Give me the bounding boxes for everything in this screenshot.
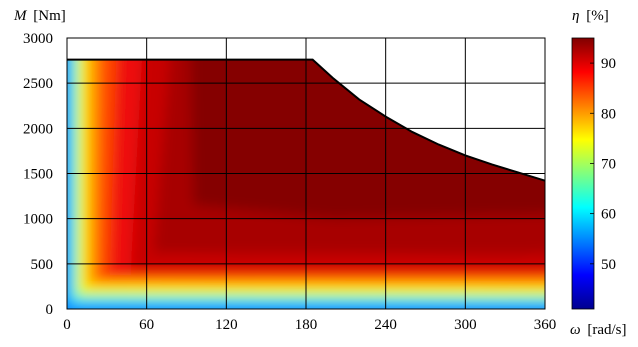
x-tick-label-4: 240 <box>374 317 397 333</box>
colorbar-tick-labels: 50 60 70 80 90 <box>590 56 616 273</box>
y-tick-label-4: 2000 <box>23 121 53 137</box>
colorbar-tick-label-4: 90 <box>601 56 616 72</box>
x-tick-label-1: 60 <box>139 317 154 333</box>
colorbar-tick-label-3: 80 <box>601 106 616 122</box>
colorbar-tick-label-1: 60 <box>601 207 616 223</box>
y-tick-label-2: 1000 <box>23 212 53 228</box>
colorbar-tick-label-2: 70 <box>601 156 616 172</box>
y-tick-labels: 0 500 1000 1500 2000 2500 3000 <box>23 31 53 318</box>
x-tick-label-6: 360 <box>534 317 557 333</box>
x-tick-label-5: 300 <box>454 317 477 333</box>
y-tick-label-6: 3000 <box>23 31 53 47</box>
x-tick-labels: 0 60 120 180 240 300 360 <box>63 317 556 333</box>
y-axis-label: M [Nm] <box>13 8 66 24</box>
max-torque-envelope <box>67 58 546 182</box>
x-tick-label-2: 120 <box>215 317 238 333</box>
x-axis-label: ω [rad/s] <box>570 322 627 338</box>
y-tick-label-0: 0 <box>46 302 54 318</box>
colorbar-label: η [%] <box>572 8 609 24</box>
plot-frame <box>66 37 546 310</box>
zone-peak <box>189 59 545 219</box>
colorbar-tick-label-0: 50 <box>601 257 616 273</box>
y-tick-label-1: 500 <box>31 257 54 273</box>
x-tick-label-0: 0 <box>63 317 71 333</box>
colorbar <box>571 37 595 310</box>
x-tick-label-3: 180 <box>295 317 318 333</box>
y-tick-label-5: 2500 <box>23 76 53 92</box>
y-tick-label-3: 1500 <box>23 167 53 183</box>
